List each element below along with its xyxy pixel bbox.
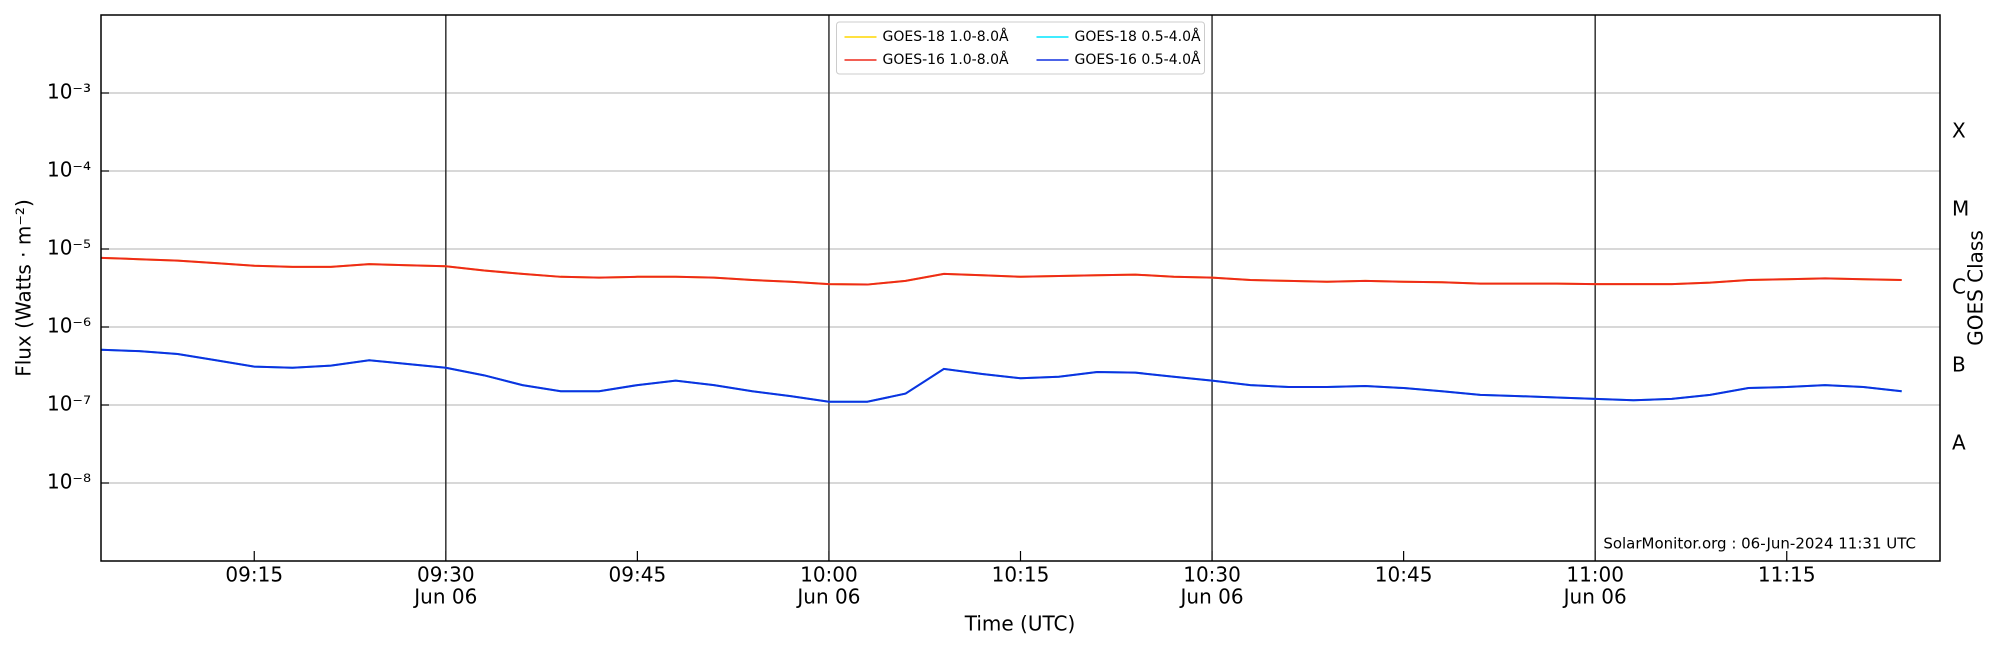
y-tick-label: 10⁻⁷ <box>47 392 91 416</box>
x-tick-label: 10:15 <box>992 563 1050 587</box>
class-label: B <box>1952 353 1966 377</box>
legend-label: GOES-18 1.0-8.0Å <box>883 28 1009 45</box>
x-tick-sublabel: Jun 06 <box>795 585 860 609</box>
x-tick-sublabel: Jun 06 <box>1179 585 1244 609</box>
x-axis-label: Time (UTC) <box>964 612 1076 636</box>
y-axis-label: Flux (Watts · m⁻²) <box>12 199 36 377</box>
class-label: M <box>1952 197 1969 221</box>
x-tick-sublabel: Jun 06 <box>412 585 477 609</box>
x-tick-label: 11:15 <box>1758 563 1816 587</box>
legend: GOES-18 1.0-8.0Å GOES-16 1.0-8.0Å GOES-18 … <box>836 21 1205 75</box>
annotation: SolarMonitor.org : 06-Jun-2024 11:31 UTC <box>1603 535 1916 553</box>
legend-label: GOES-16 0.5-4.0Å <box>1075 51 1201 68</box>
y-tick-label: 10⁻⁴ <box>47 158 91 182</box>
x-tick-label: 10:45 <box>1375 563 1433 587</box>
class-label: X <box>1952 119 1966 143</box>
x-tick-label: 10:00 <box>800 563 858 587</box>
legend-label: GOES-16 1.0-8.0Å <box>883 51 1009 68</box>
x-tick-label: 11:00 <box>1566 563 1624 587</box>
y-tick-label: 10⁻⁵ <box>47 236 91 260</box>
series-line <box>100 256 1902 286</box>
legend-label: GOES-18 0.5-4.0Å <box>1075 28 1201 45</box>
legend-box <box>836 21 1205 75</box>
plot-frame <box>100 14 1941 562</box>
x-tick-label: 09:45 <box>609 563 667 587</box>
series-line <box>100 348 1902 403</box>
x-tick-sublabel: Jun 06 <box>1562 585 1627 609</box>
class-label: C <box>1952 275 1966 299</box>
y-tick-label: 10⁻⁶ <box>47 314 91 338</box>
class-label: A <box>1952 431 1966 455</box>
x-tick-label: 10:30 <box>1183 563 1241 587</box>
y2-axis-label: GOES Class <box>1964 230 1988 346</box>
x-tick-label: 09:30 <box>417 563 475 587</box>
x-tick-label: 09:15 <box>225 563 283 587</box>
y-tick-label: 10⁻³ <box>47 80 91 104</box>
y-tick-label: 10⁻⁸ <box>47 470 91 494</box>
series-line <box>100 256 1902 286</box>
